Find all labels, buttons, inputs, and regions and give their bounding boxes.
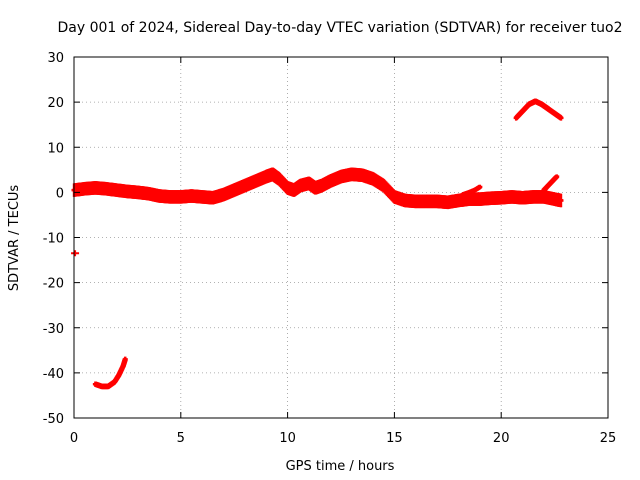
y-axis-ticks: -50 -40 -30 -20 -10 0 10 20 30 <box>43 51 608 427</box>
data-point <box>558 115 564 121</box>
series-isolated-point <box>71 250 80 257</box>
y-tick-label: 20 <box>47 96 64 111</box>
x-tick-label: 0 <box>70 431 78 446</box>
y-tick-label: 30 <box>47 51 64 66</box>
x-tick-label: 25 <box>600 431 617 446</box>
grid-lines <box>74 57 608 418</box>
series-main-band <box>71 167 564 210</box>
y-tick-label: -50 <box>43 412 64 427</box>
data-point <box>71 250 80 257</box>
y-tick-label: -30 <box>43 322 64 337</box>
data-point <box>554 174 560 179</box>
data-series <box>71 98 564 390</box>
x-tick-label: 5 <box>177 431 185 446</box>
series-lower-arc <box>92 356 128 390</box>
x-tick-label: 20 <box>493 431 510 446</box>
x-tick-label: 15 <box>386 431 403 446</box>
series-short-rise-22h <box>541 174 560 193</box>
y-tick-label: 10 <box>47 141 64 156</box>
y-tick-label: -20 <box>43 277 64 292</box>
x-tick-label: 10 <box>279 431 296 446</box>
data-point <box>122 356 128 363</box>
y-tick-label: -40 <box>43 367 64 382</box>
x-axis-label: GPS time / hours <box>286 459 395 474</box>
y-axis-label: SDTVAR / TECUs <box>7 185 22 292</box>
x-axis-ticks: 0 5 10 15 20 25 <box>70 57 616 446</box>
y-tick-label: -10 <box>43 232 64 247</box>
series-upper-arc <box>513 98 564 121</box>
series-short-rise-19h <box>460 184 483 197</box>
data-point <box>558 193 564 208</box>
chart-title: Day 001 of 2024, Sidereal Day-to-day VTE… <box>57 20 622 36</box>
data-point <box>477 184 483 190</box>
y-tick-label: 0 <box>56 186 64 201</box>
